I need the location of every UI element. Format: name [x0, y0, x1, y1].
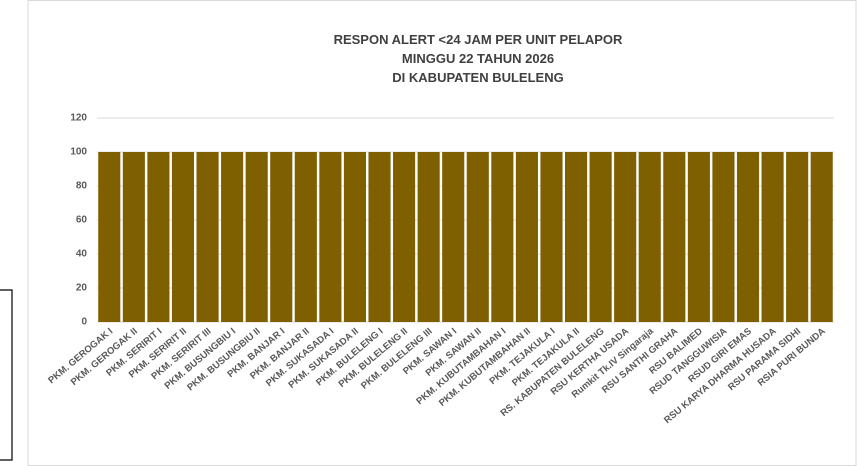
bar: [736, 152, 760, 322]
bar: [221, 152, 244, 322]
side-frame: [0, 289, 13, 461]
bar: [98, 152, 121, 322]
bar: [810, 152, 833, 322]
bar: [687, 152, 710, 322]
bar: [245, 152, 268, 322]
y-tick-label: 100: [70, 147, 87, 158]
bar: [515, 152, 538, 322]
bar: [319, 152, 342, 322]
bar: [491, 152, 514, 322]
bar: [196, 152, 219, 322]
bar: [368, 152, 391, 322]
chart-title: RESPON ALERT <24 JAM PER UNIT PELAPOR: [334, 32, 623, 47]
bar: [564, 152, 588, 322]
bar: [270, 152, 293, 322]
y-tick-label: 40: [76, 249, 88, 260]
bar: [122, 152, 145, 322]
bar: [540, 152, 563, 322]
bar: [294, 152, 317, 322]
bar: [786, 152, 809, 322]
y-tick-label: 120: [70, 113, 87, 124]
bar: [343, 152, 367, 322]
bar: [393, 152, 416, 322]
bar: [712, 152, 735, 322]
bar: [466, 152, 489, 322]
chart-title: DI KABUPATEN BULELENG: [392, 70, 563, 85]
bar: [589, 152, 612, 322]
bar: [761, 152, 784, 322]
chart-title: MINGGU 22 TAHUN 2026: [402, 51, 554, 66]
bar: [638, 152, 661, 322]
bar: [417, 152, 440, 322]
bar: [663, 152, 686, 322]
bar: [614, 152, 637, 322]
y-tick-label: 80: [76, 181, 88, 192]
bar: [147, 152, 170, 322]
y-tick-label: 0: [81, 317, 87, 328]
bar: [442, 152, 465, 322]
y-tick-label: 60: [76, 215, 88, 226]
y-tick-label: 20: [76, 283, 88, 294]
bar: [171, 152, 195, 322]
